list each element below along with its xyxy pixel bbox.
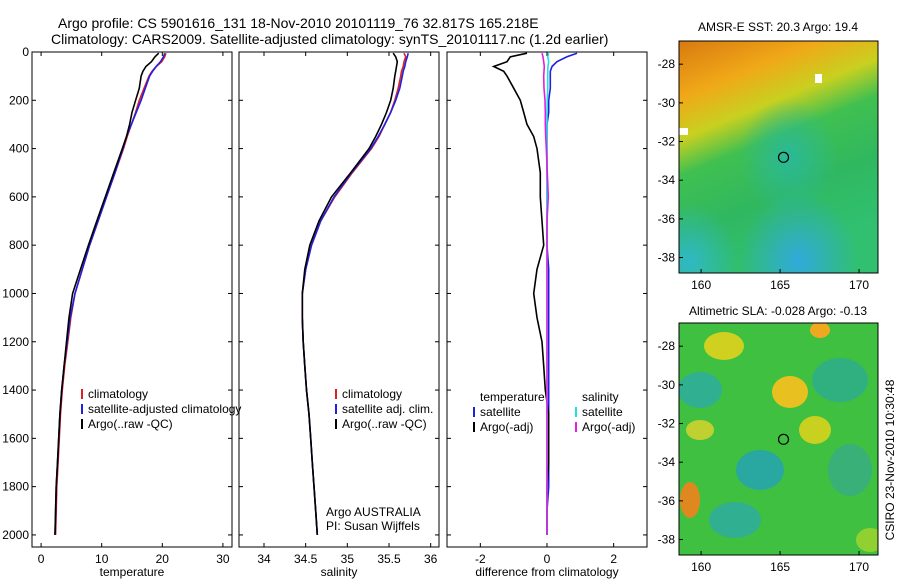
series-line-2 [301,52,399,535]
series-line-3 [541,52,550,535]
series-line-2 [54,52,160,535]
y-tick-label: 1200 [2,335,29,349]
y-tick-label: -38 [658,251,676,265]
x-tick-label: 170 [849,278,869,292]
y-tick-label: -36 [658,494,676,508]
y-tick-label: 800 [9,238,29,252]
y-tick-label: -28 [658,339,676,353]
x-tick-label: 30 [216,552,230,566]
legend-header: salinity [582,390,619,404]
legend-entry: satellite-adjusted climatology [88,402,241,416]
salinity-panel: 34 34.5 35 35.5 36 salinity climatologysatelli… [238,51,440,579]
y-tick-label: -30 [658,96,676,110]
x-tick-label: 0 [544,552,551,566]
x-tick-label: 2 [610,552,617,566]
sla-map: Altimetric SLA: -0.028 Argo: -0.13 160 16… [658,304,879,574]
x-tick-label: 170 [849,560,869,574]
legend-entry: Argo(..raw -QC) [88,417,173,431]
x-tick-label: 165 [770,560,790,574]
temperature-panel: 0 10 20 30 0 200 400 600 800 1000 1200 1400 1600 1800… [2,45,241,579]
argo-location-marker [777,433,790,445]
legend-entry: Argo(-adj) [582,420,635,434]
series-line-1 [54,52,166,535]
y-tick-label: -34 [658,455,676,469]
y-tick-label: -30 [658,378,676,392]
x-tick-label: 35.5 [377,552,401,566]
y-tick-label: 0 [22,45,29,59]
y-tick-label: -32 [658,135,676,149]
legend-entry: satellite adj. clim. [342,402,433,416]
figure-title-line2: Climatology: CARS2009. Satellite-adjuste… [51,31,608,47]
legend-entry: climatology [88,387,148,401]
x-tick-label: 165 [770,278,790,292]
map-frame [678,40,879,274]
y-tick-label: 200 [9,93,29,107]
y-tick-label: -32 [658,417,676,431]
x-axis-label: temperature [100,565,165,579]
y-tick-label: 1400 [2,383,29,397]
argo-location-marker [777,151,790,163]
x-tick-label: 36 [424,552,438,566]
series-line-1 [301,53,409,535]
x-tick-label: 0 [38,552,45,566]
y-tick-label: -28 [658,57,676,71]
series-line-1 [491,52,550,535]
plot-frame [31,51,233,548]
x-tick-label: 34.5 [294,552,318,566]
x-tick-label: 20 [156,552,170,566]
x-axis-label: salinity [321,565,358,579]
x-tick-label: -2 [475,552,486,566]
y-tick-label: 1800 [2,480,29,494]
x-tick-label: 34 [257,552,271,566]
map-frame [678,322,879,556]
x-tick-label: 160 [691,278,711,292]
legend-entry: Argo(..raw -QC) [342,417,427,431]
y-tick-label: 1000 [2,286,29,300]
legend-header: temperature [480,390,545,404]
legend-entry: Argo(-adj) [480,420,533,434]
sla-map-title: Altimetric SLA: -0.028 Argo: -0.13 [689,304,867,318]
y-tick-label: -34 [658,173,676,187]
sst-map: AMSR-E SST: 20.3 Argo: 19.4 160 165 170 -28… [658,20,879,292]
y-tick-label: -38 [658,533,676,547]
plot-frame [238,51,440,548]
x-axis-label: difference from climatology [475,565,618,579]
annotation-text: Argo AUSTRALIA [326,505,421,519]
series-line-0 [546,52,578,535]
y-tick-label: 2000 [2,528,29,542]
legend-entry: climatology [342,387,402,401]
sla-heatmap-field [679,323,878,555]
x-tick-label: 35 [341,552,355,566]
figure-title-line1: Argo profile: CS 5901616_131 18-Nov-2010… [58,15,539,31]
sst-map-title: AMSR-E SST: 20.3 Argo: 19.4 [698,20,858,34]
x-tick-label: 160 [691,560,711,574]
y-tick-label: 400 [9,142,29,156]
series-line-0 [301,52,407,535]
y-tick-label: 1600 [2,431,29,445]
x-tick-label: 10 [95,552,109,566]
credit-label: CSIRO 23-Nov-2010 10:30:48 [883,379,897,540]
legend-entry: satellite [480,405,521,419]
annotation-text: PI: Susan Wijffels [326,519,420,533]
y-tick-label: 600 [9,190,29,204]
legend-entry: satellite [582,405,623,419]
y-tick-label: -36 [658,212,676,226]
